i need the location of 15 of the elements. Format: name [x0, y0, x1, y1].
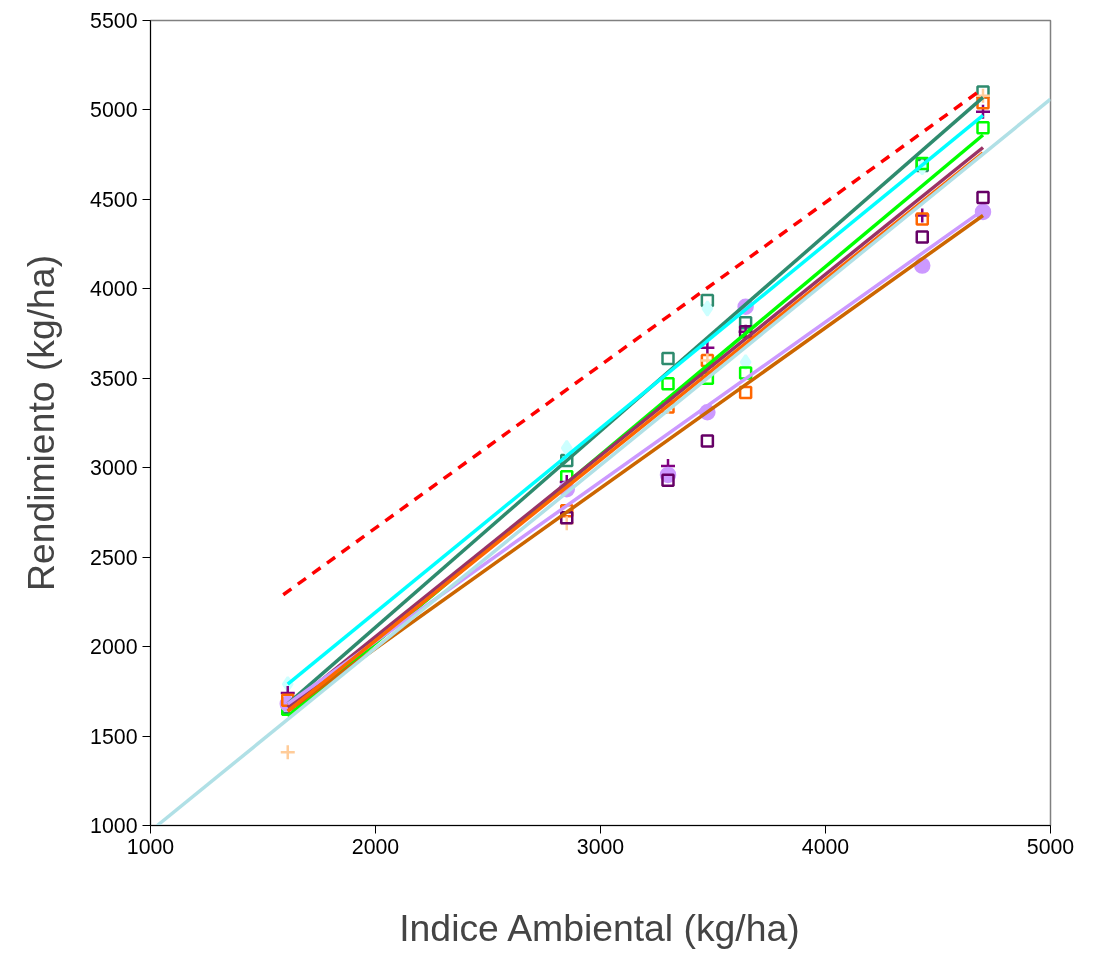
x-tick-label: 2000: [351, 834, 400, 859]
x-tick-label: 5000: [1026, 834, 1075, 859]
y-tick-label: 2000: [90, 635, 138, 660]
y-tick-label: 3000: [90, 456, 138, 481]
y-tick-label: 2500: [90, 545, 138, 570]
x-axis-title: Indice Ambiental (kg/ha): [399, 906, 800, 949]
x-tick-label: 3000: [576, 834, 625, 859]
y-tick-label: 3500: [90, 366, 138, 391]
y-axis-title: Rendimiento (kg/ha): [20, 254, 63, 592]
y-tick-label: 1500: [90, 724, 138, 749]
y-tick-label: 5500: [90, 9, 138, 33]
x-tick-label: 4000: [801, 834, 850, 859]
y-tick-label: 5000: [90, 98, 138, 123]
y-tick-label: 4000: [90, 277, 138, 302]
y-tick-label: 4500: [90, 187, 138, 212]
